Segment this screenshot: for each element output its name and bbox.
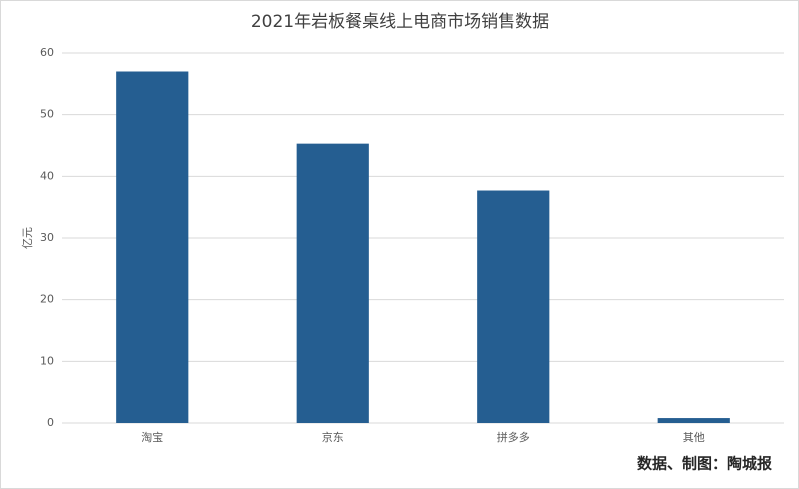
bar [657, 418, 730, 423]
source-note: 数据、制图：陶城报 [637, 455, 772, 473]
bar [296, 143, 369, 423]
x-tick-label: 拼多多 [497, 430, 530, 444]
bar [477, 190, 550, 423]
x-tick-label: 淘宝 [141, 430, 163, 444]
y-tick-label: 50 [40, 108, 54, 121]
y-axis-label: 亿元 [21, 227, 34, 249]
y-tick-label: 10 [40, 354, 54, 367]
y-tick-label: 20 [40, 293, 54, 306]
chart-title: 2021年岩板餐桌线上电商市场销售数据 [251, 12, 549, 32]
x-tick-label: 其他 [683, 431, 705, 444]
y-tick-label: 40 [40, 169, 54, 182]
y-tick-label: 60 [40, 46, 54, 59]
y-tick-label: 0 [47, 416, 54, 429]
bar [116, 71, 189, 423]
x-tick-label: 京东 [322, 430, 344, 444]
y-tick-label: 30 [40, 231, 54, 244]
